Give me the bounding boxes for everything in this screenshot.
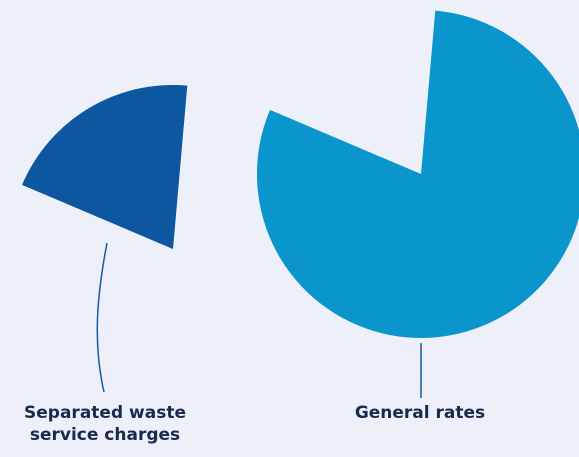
leader-line-waste: [96, 242, 108, 393]
slice-general-rates: [256, 10, 579, 338]
label-line-2: service charges: [29, 425, 181, 445]
label-line-1: Separated waste: [24, 403, 186, 423]
label-line-1: General rates: [354, 403, 486, 423]
slice-separated-waste: [22, 84, 188, 249]
label-general-rates: General rates: [330, 402, 510, 424]
label-separated-waste: Separated waste service charges: [0, 402, 210, 446]
